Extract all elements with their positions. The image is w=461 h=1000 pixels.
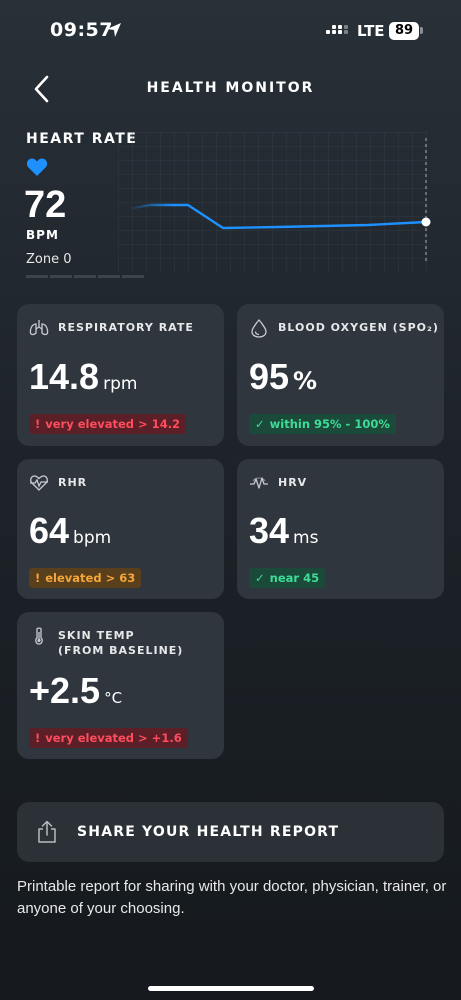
heart-rate-line	[127, 203, 427, 230]
blood-oxygen-status: within 95% - 100%	[269, 417, 390, 431]
alert-icon: !	[35, 417, 41, 431]
skin-temp-label: SKIN TEMP (FROM BASELINE)	[58, 628, 183, 658]
hrv-status: near 45	[269, 571, 320, 585]
heart-rate-zone: Zone 0	[26, 252, 72, 267]
skin-temp-card[interactable]: SKIN TEMP (FROM BASELINE) +2.5 °C ! very e…	[17, 612, 224, 759]
zone-indicator	[26, 275, 144, 278]
alert-icon: !	[35, 731, 41, 745]
back-arrow-icon[interactable]	[28, 74, 56, 104]
home-indicator[interactable]	[148, 986, 314, 991]
skin-temp-status-badge: ! very elevated > +1.6	[29, 728, 188, 748]
battery-cap	[420, 27, 423, 34]
check-icon: ✓	[255, 417, 265, 431]
respiratory-rate-label: RESPIRATORY RATE	[58, 321, 194, 334]
signal-icon	[326, 25, 350, 39]
heart-rate-chart[interactable]	[118, 132, 438, 272]
respiratory-rate-value-row: 14.8 rpm	[29, 356, 137, 398]
skin-temp-status: very elevated > +1.6	[45, 731, 182, 745]
heart-icon	[26, 158, 48, 176]
share-icon	[38, 820, 56, 843]
lungs-icon	[29, 320, 49, 336]
alert-icon: !	[35, 571, 41, 585]
check-icon: ✓	[255, 571, 265, 585]
network-type: LTE	[357, 22, 385, 40]
rhr-unit: bpm	[73, 528, 112, 548]
hrv-card[interactable]: HRV 34 ms ✓ near 45	[237, 459, 444, 599]
skin-temp-unit: °C	[104, 689, 123, 707]
rhr-value: 64	[29, 510, 70, 551]
share-description: Printable report for sharing with your d…	[17, 878, 447, 917]
rhr-status: elevated > 63	[45, 571, 136, 585]
heart-rate-title: HEART RATE	[26, 131, 138, 147]
share-health-report-button[interactable]: SHARE YOUR HEALTH REPORT	[17, 802, 444, 862]
hrv-label: HRV	[278, 476, 308, 489]
heart-rate-unit: BPM	[26, 228, 59, 242]
hrv-value-row: 34 ms	[249, 510, 318, 552]
blood-oxygen-value-row: 95%	[249, 356, 317, 398]
rhr-card[interactable]: RHR 64 bpm ! elevated > 63	[17, 459, 224, 599]
blood-oxygen-unit: %	[293, 367, 318, 395]
hrv-wave-icon	[250, 477, 268, 489]
share-health-report-label: SHARE YOUR HEALTH REPORT	[77, 824, 340, 840]
hrv-value: 34	[249, 510, 290, 551]
heart-rate-icon	[30, 475, 48, 491]
blood-oxygen-card[interactable]: BLOOD OXYGEN (SPO₂) 95% ✓ within 95% - 10…	[237, 304, 444, 446]
respiratory-rate-status-badge: ! very elevated > 14.2	[29, 414, 187, 434]
blood-oxygen-status-badge: ✓ within 95% - 100%	[249, 414, 396, 434]
location-arrow-icon	[107, 23, 121, 37]
respiratory-rate-value: 14.8	[29, 356, 100, 397]
rhr-label: RHR	[58, 476, 88, 489]
hrv-unit: ms	[293, 528, 319, 548]
status-time: 09:57	[50, 19, 113, 41]
skin-temp-value: +2.5	[29, 670, 101, 711]
rhr-value-row: 64 bpm	[29, 510, 111, 552]
heart-rate-value: 72	[24, 184, 67, 226]
thermometer-icon	[35, 627, 43, 645]
droplet-icon	[251, 319, 267, 338]
battery-icon: 89	[389, 22, 419, 40]
status-bar: 09:57 LTE 89	[0, 0, 461, 64]
skin-temp-value-row: +2.5 °C	[29, 670, 122, 712]
respiratory-rate-card[interactable]: RESPIRATORY RATE 14.8 rpm ! very elevated …	[17, 304, 224, 446]
blood-oxygen-value: 95	[249, 356, 290, 397]
respiratory-rate-status: very elevated > 14.2	[45, 417, 181, 431]
chart-current-point	[421, 217, 431, 227]
page-title: HEALTH MONITOR	[146, 80, 315, 96]
skin-temp-label-line1: SKIN TEMP	[58, 629, 135, 642]
skin-temp-label-line2: (FROM BASELINE)	[58, 644, 184, 657]
hrv-status-badge: ✓ near 45	[249, 568, 326, 588]
rhr-status-badge: ! elevated > 63	[29, 568, 142, 588]
blood-oxygen-label: BLOOD OXYGEN (SPO₂)	[278, 321, 439, 334]
respiratory-rate-unit: rpm	[103, 374, 138, 394]
